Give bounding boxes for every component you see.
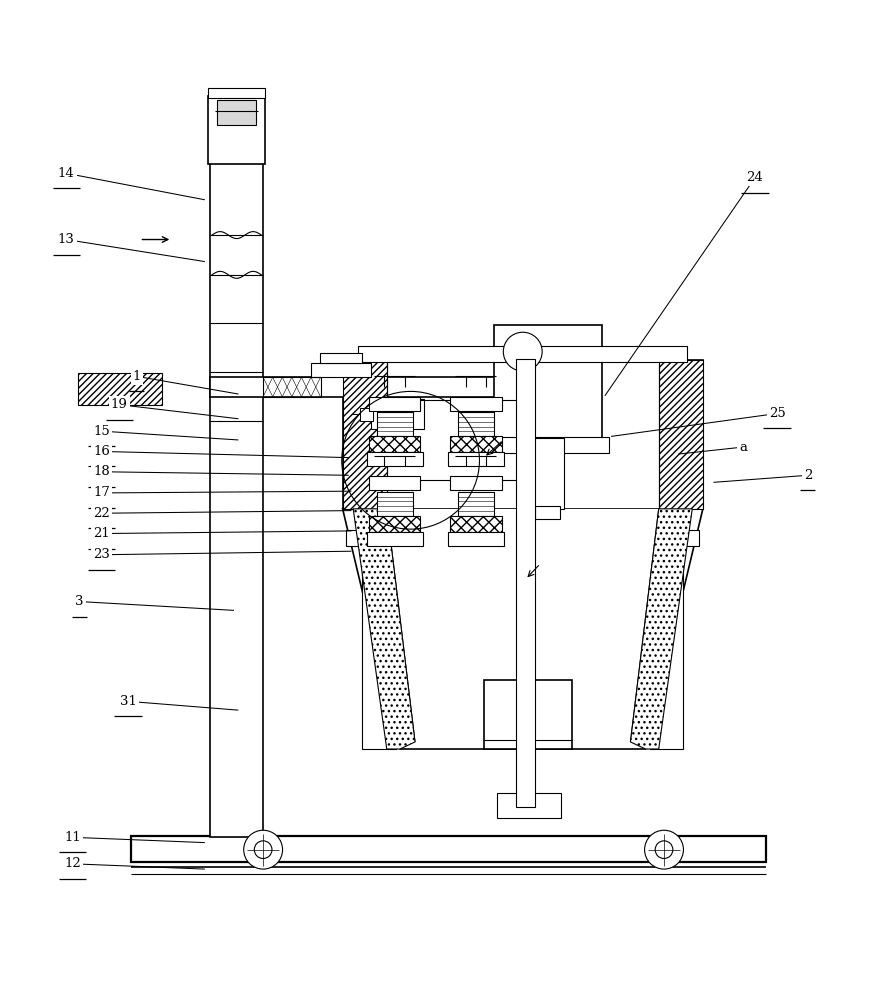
Text: 13: 13 — [57, 233, 75, 246]
Bar — [369, 397, 420, 411]
Bar — [369, 436, 420, 452]
Text: 31: 31 — [119, 695, 137, 708]
Circle shape — [254, 841, 272, 858]
Text: 23: 23 — [93, 548, 110, 561]
Bar — [358, 346, 687, 362]
Bar — [531, 438, 564, 509]
Bar — [487, 437, 609, 453]
Bar — [366, 452, 423, 466]
Bar — [208, 96, 265, 164]
Bar — [210, 131, 263, 837]
Bar — [360, 408, 373, 421]
Bar — [366, 532, 423, 546]
Bar — [494, 325, 602, 440]
Circle shape — [655, 841, 673, 858]
Text: 2: 2 — [804, 469, 812, 482]
Bar — [450, 516, 502, 532]
Bar — [371, 399, 424, 429]
Bar — [458, 412, 494, 436]
Bar — [343, 360, 387, 509]
Bar — [636, 530, 699, 546]
Bar — [346, 530, 410, 546]
Bar — [343, 360, 703, 509]
Text: a: a — [739, 441, 748, 454]
Bar — [458, 492, 494, 516]
Bar — [208, 88, 265, 98]
Text: 16: 16 — [93, 445, 110, 458]
Text: 1: 1 — [132, 370, 141, 383]
Bar — [650, 509, 683, 749]
Polygon shape — [630, 509, 692, 749]
Bar — [535, 506, 560, 519]
Bar — [516, 359, 535, 807]
Bar — [377, 412, 412, 436]
Bar — [369, 516, 420, 532]
Text: 17: 17 — [93, 486, 110, 499]
Text: 12: 12 — [64, 857, 80, 870]
Bar — [448, 532, 504, 546]
Bar — [450, 476, 502, 490]
Text: 11: 11 — [64, 831, 80, 844]
Bar — [484, 680, 572, 749]
Bar — [497, 793, 561, 818]
Text: 15: 15 — [94, 425, 109, 438]
Circle shape — [503, 332, 542, 371]
Bar — [78, 373, 162, 405]
Bar — [369, 476, 420, 490]
Bar — [217, 100, 256, 125]
Text: 21: 21 — [94, 527, 109, 540]
Circle shape — [244, 830, 283, 869]
Polygon shape — [343, 509, 703, 749]
Bar — [448, 452, 504, 466]
Text: 19: 19 — [110, 398, 128, 411]
Bar — [320, 353, 362, 363]
Text: 18: 18 — [94, 465, 109, 478]
Bar — [450, 397, 502, 411]
Text: 24: 24 — [747, 171, 763, 184]
Bar — [377, 492, 412, 516]
Text: 22: 22 — [94, 507, 109, 520]
Bar — [362, 509, 396, 749]
Polygon shape — [387, 509, 659, 742]
Bar — [131, 836, 766, 862]
Text: 3: 3 — [75, 595, 84, 608]
Bar — [263, 377, 321, 397]
Bar — [450, 436, 502, 452]
Polygon shape — [353, 509, 415, 749]
Bar — [659, 360, 703, 509]
Text: 25: 25 — [769, 407, 785, 420]
Text: 14: 14 — [58, 167, 74, 180]
Bar — [311, 363, 371, 377]
Circle shape — [645, 830, 683, 869]
Bar — [210, 377, 565, 397]
